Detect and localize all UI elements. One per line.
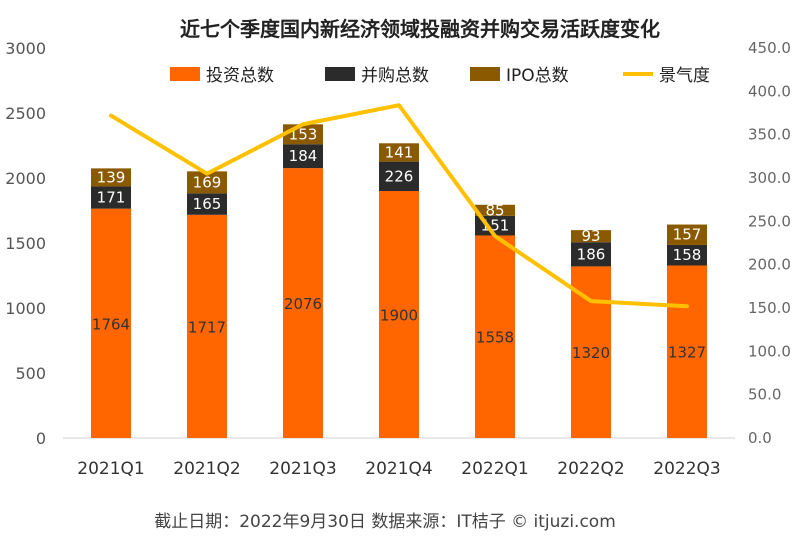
data-label: 165 (193, 195, 222, 213)
data-label: 141 (385, 143, 414, 161)
y-left-tick-label: 1500 (5, 234, 46, 253)
y-right-tick-label: 100.0 (748, 342, 791, 360)
x-tick-label: 2021Q1 (77, 459, 144, 479)
line-path (109, 103, 689, 309)
y-left-tick-label: 3000 (5, 39, 46, 58)
data-label: 171 (97, 189, 126, 207)
bar-segment (667, 224, 707, 245)
data-label: 1558 (476, 329, 514, 347)
y-right-tick-label: 50.0 (748, 386, 781, 404)
data-label: 1320 (572, 344, 610, 362)
bar-segment (475, 235, 515, 438)
y-left-tick-label: 0 (36, 429, 46, 448)
y-right-tick-label: 0.0 (748, 429, 772, 447)
bar-segment (475, 204, 515, 216)
bar-segment (91, 168, 131, 187)
data-label: 1327 (668, 344, 706, 362)
bar-segment (379, 161, 419, 191)
y-left-tick-label: 2000 (5, 169, 46, 188)
legend-label: 并购总数 (361, 66, 429, 86)
data-label: 186 (577, 245, 606, 263)
legend-label: IPO总数 (506, 66, 569, 86)
y-right-tick-label: 400.0 (748, 82, 791, 100)
data-label: 1764 (92, 315, 130, 333)
data-label: 158 (673, 246, 702, 264)
data-label: 85 (485, 201, 504, 219)
data-label: 1900 (380, 307, 418, 325)
bar-segment (187, 214, 227, 438)
data-label: 139 (97, 168, 126, 186)
x-tick-label: 2022Q1 (461, 459, 528, 479)
data-label: 1717 (188, 318, 226, 336)
y-right-tick-label: 450.0 (748, 39, 791, 57)
x-tick-label: 2021Q2 (173, 459, 240, 479)
footer-note: 截止日期：2022年9月30日 数据来源：IT桔子 © itjuzi.com (154, 512, 616, 532)
x-tick-label: 2022Q2 (557, 459, 624, 479)
bar-segment (187, 193, 227, 215)
bar-segment (91, 186, 131, 209)
bar-segment (283, 168, 323, 438)
bar-segment (187, 171, 227, 194)
bar-segment (91, 208, 131, 438)
bar-segment (379, 191, 419, 438)
legend-swatch (325, 67, 355, 81)
bar-segment (667, 244, 707, 266)
y-right-tick-label: 150.0 (748, 299, 791, 317)
data-label: 169 (193, 173, 222, 191)
y-left-tick-label: 500 (15, 364, 46, 383)
bar-segment (283, 144, 323, 169)
bars: 1764171139171716516920761841531900226141… (91, 124, 707, 438)
legend-label: 投资总数 (206, 66, 274, 86)
legend-swatch (470, 67, 500, 81)
data-label: 157 (673, 226, 702, 244)
legend-label: 景气度 (659, 66, 710, 86)
y-left-tick-label: 1000 (5, 299, 46, 318)
data-label: 2076 (284, 295, 322, 313)
y-right-tick-label: 200.0 (748, 256, 791, 274)
x-tick-label: 2021Q4 (365, 459, 432, 479)
bar-segment (667, 265, 707, 438)
data-label: 184 (289, 147, 318, 165)
bar-segment (571, 230, 611, 243)
bar-segment (571, 266, 611, 438)
axes: 0 500 1000 1500 2000 2500 3000 0.0 50.0 100.0 150.… (5, 39, 791, 479)
data-label: 151 (481, 217, 510, 235)
y-right-tick-label: 300.0 (748, 169, 791, 187)
bar-segment (571, 242, 611, 267)
legend-swatch (170, 67, 200, 81)
bar-segment (379, 143, 419, 162)
y-right-tick-label: 250.0 (748, 212, 791, 230)
x-tick-label: 2022Q3 (653, 459, 720, 479)
data-label: 93 (581, 227, 600, 245)
y-right-tick-label: 350.0 (748, 126, 791, 144)
y-left-tick-label: 2500 (5, 104, 46, 123)
line-series (109, 103, 689, 309)
chart-title: 近七个季度国内新经济领域投融资并购交易活跃度变化 (180, 17, 660, 41)
x-tick-label: 2021Q3 (269, 459, 336, 479)
data-label: 226 (385, 167, 414, 185)
legend: 投资总数 并购总数 IPO总数 景气度 (170, 66, 710, 86)
